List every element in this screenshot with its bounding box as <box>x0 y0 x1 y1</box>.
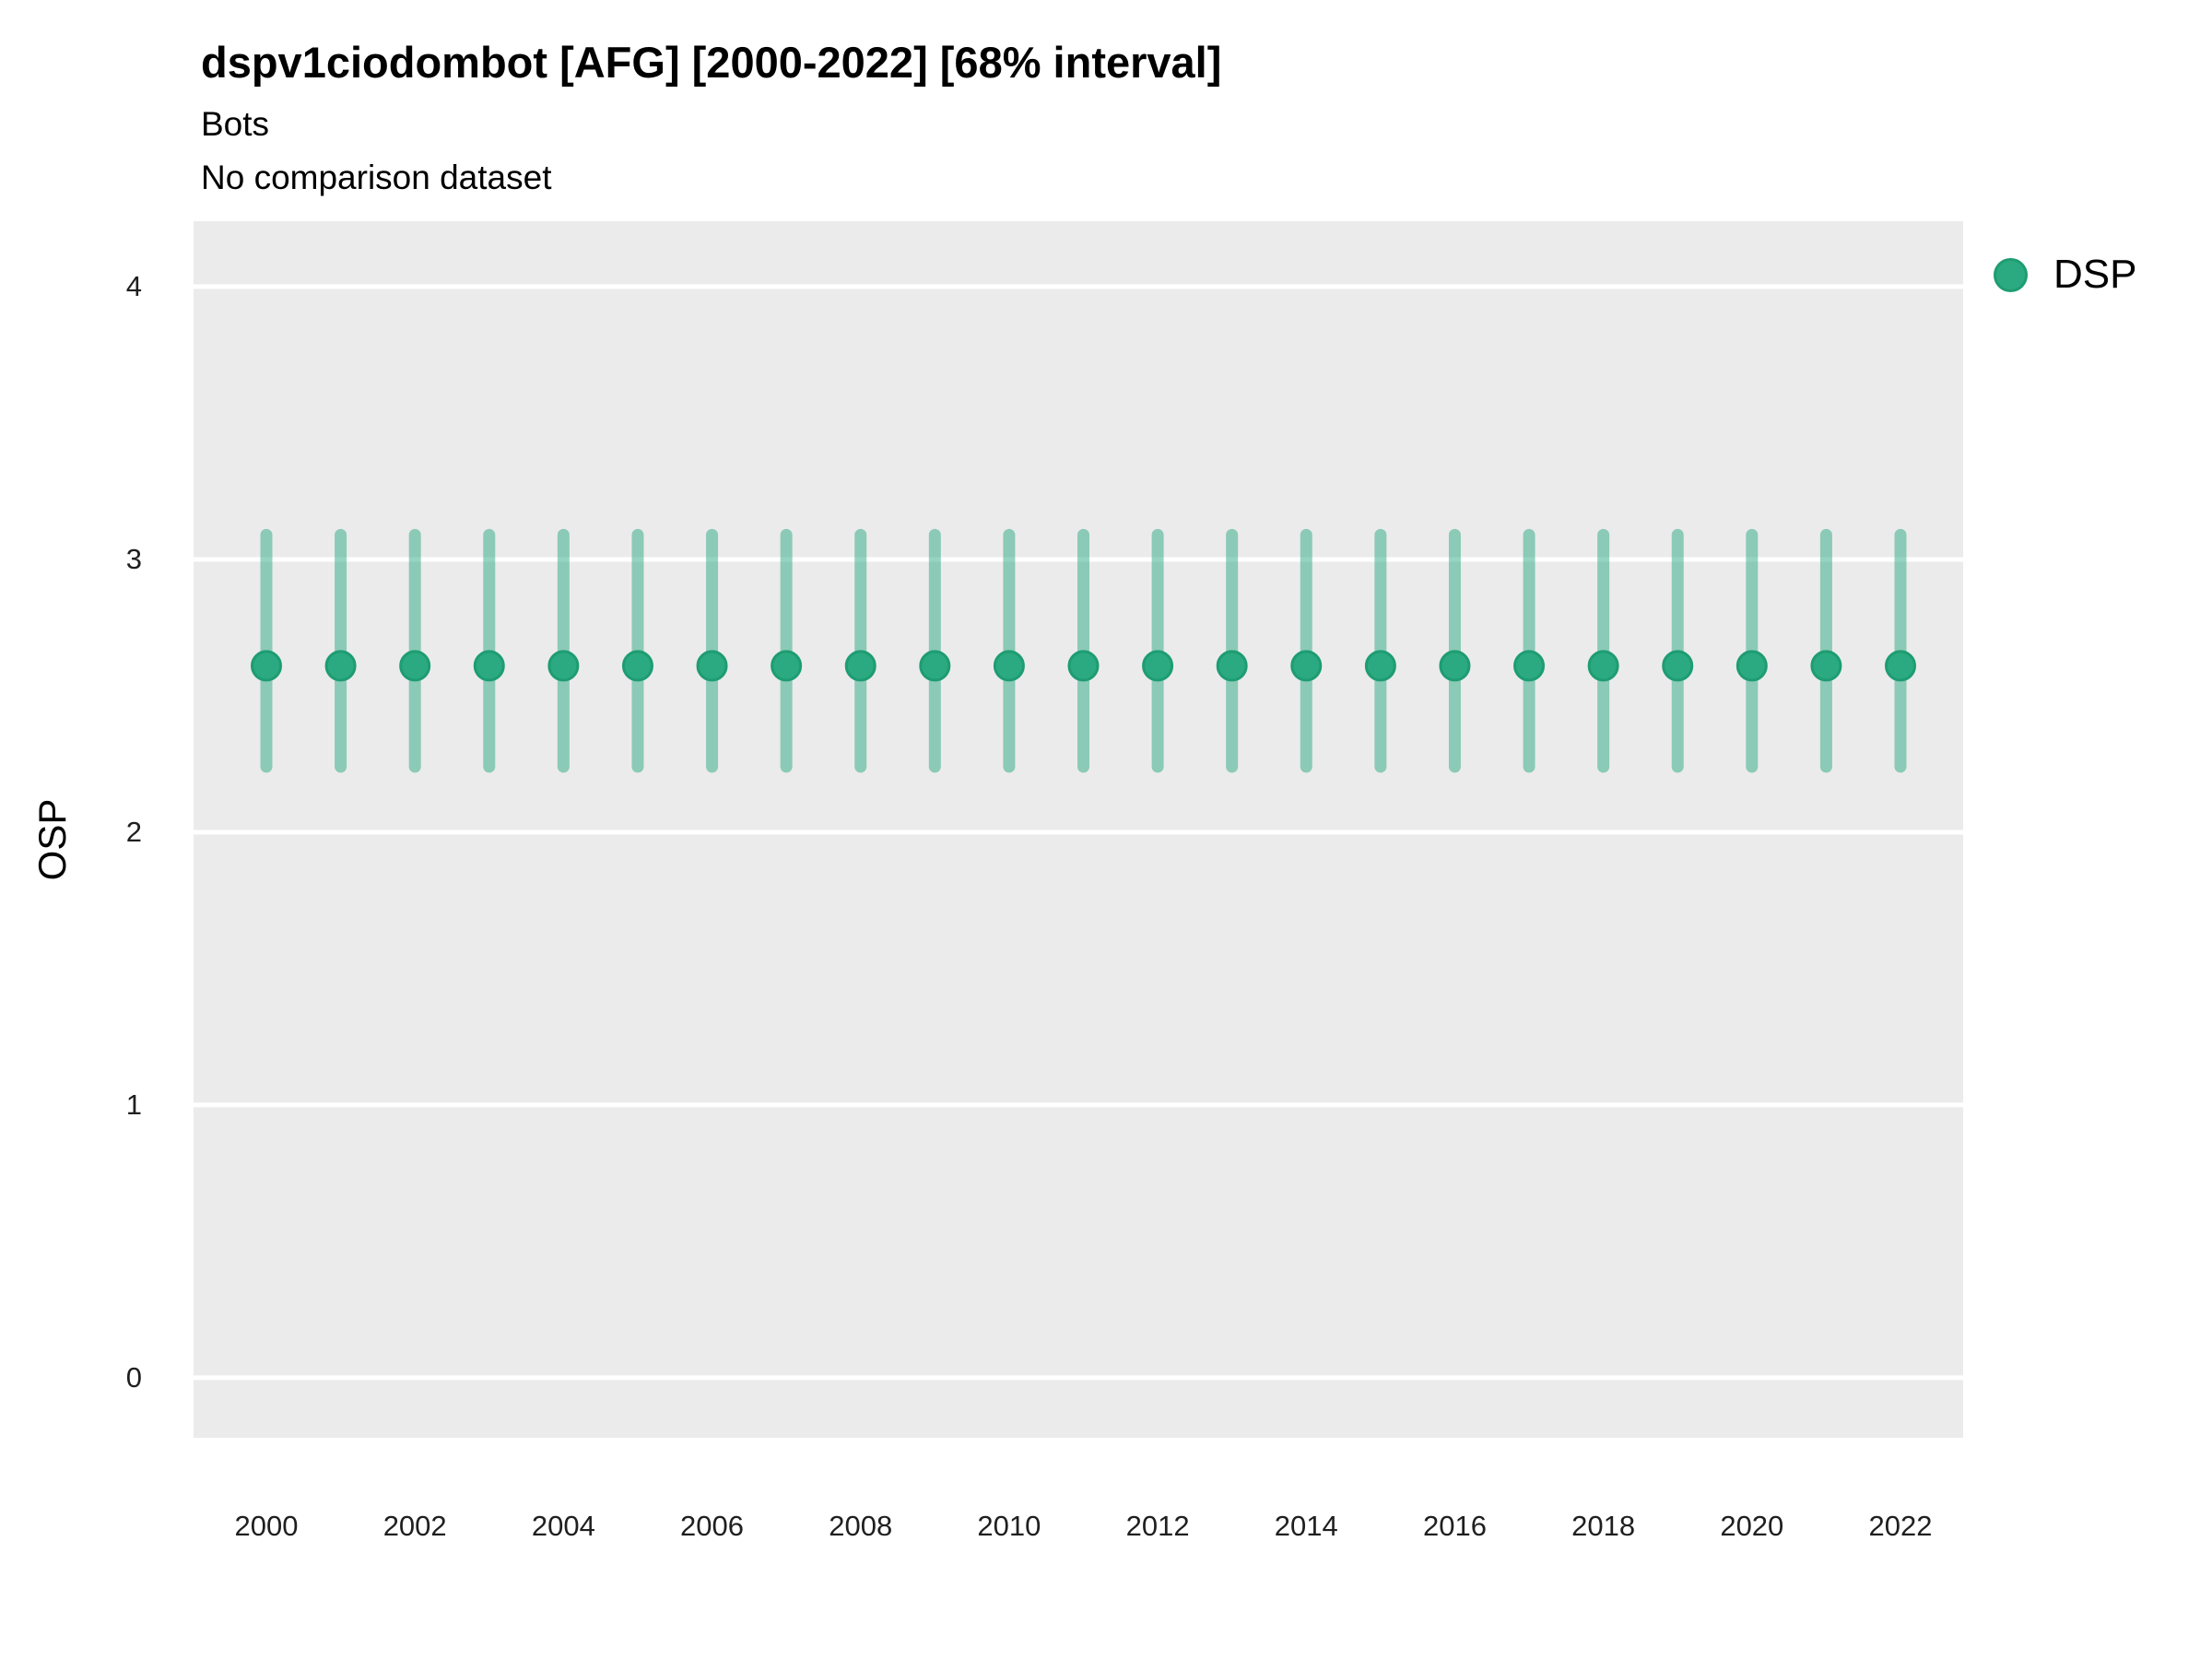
x-tick-label-2014: 2014 <box>1274 1510 1338 1542</box>
panel-background <box>194 221 1963 1438</box>
point-2008 <box>844 650 877 682</box>
point-2013 <box>1216 650 1248 682</box>
chart-note-no-comparison: No comparison dataset <box>201 159 552 196</box>
x-tick-label-2004: 2004 <box>531 1510 595 1542</box>
x-tick-label-2010: 2010 <box>977 1510 1041 1542</box>
x-tick-label-2006: 2006 <box>680 1510 745 1542</box>
point-2003 <box>473 650 505 682</box>
point-2017 <box>1513 650 1546 682</box>
y-tick-label-0: 0 <box>125 1360 142 1394</box>
point-2009 <box>919 650 951 682</box>
x-tick-label-2002: 2002 <box>382 1510 447 1542</box>
point-2014 <box>1290 650 1323 682</box>
y-tick-label-2: 2 <box>125 815 142 848</box>
point-2006 <box>696 650 728 682</box>
point-2020 <box>1735 650 1768 682</box>
point-2010 <box>993 650 1025 682</box>
x-tick-label-2000: 2000 <box>234 1510 299 1542</box>
x-tick-label-2022: 2022 <box>1868 1510 1933 1542</box>
x-tick-label-2016: 2016 <box>1422 1510 1487 1542</box>
legend: DSP <box>1994 252 2137 297</box>
y-tick-label-3: 3 <box>125 542 142 575</box>
point-2004 <box>547 650 580 682</box>
point-2019 <box>1662 650 1694 682</box>
x-tick-label-2020: 2020 <box>1720 1510 1784 1542</box>
chart-title: dspv1ciodombot [AFG] [2000-2022] [68% in… <box>201 38 1222 87</box>
point-2011 <box>1067 650 1100 682</box>
x-tick-label-2008: 2008 <box>829 1510 893 1542</box>
point-2022 <box>1885 650 1916 682</box>
point-2000 <box>251 650 282 682</box>
point-2015 <box>1364 650 1396 682</box>
point-2018 <box>1587 650 1619 682</box>
point-2016 <box>1439 650 1471 682</box>
point-2005 <box>621 650 653 682</box>
y-tick-label-1: 1 <box>125 1088 142 1121</box>
y-tick-label-4: 4 <box>125 270 142 303</box>
legend-label-dsp: DSP <box>2053 252 2137 297</box>
chart-subtitle: Bots <box>201 105 270 143</box>
legend-point-icon <box>1994 257 2028 292</box>
point-2002 <box>399 650 431 682</box>
point-2012 <box>1142 650 1174 682</box>
point-2007 <box>771 650 803 682</box>
point-2021 <box>1810 650 1842 682</box>
x-tick-label-2018: 2018 <box>1571 1510 1636 1542</box>
x-tick-label-2012: 2012 <box>1125 1510 1190 1542</box>
point-2001 <box>324 650 357 682</box>
